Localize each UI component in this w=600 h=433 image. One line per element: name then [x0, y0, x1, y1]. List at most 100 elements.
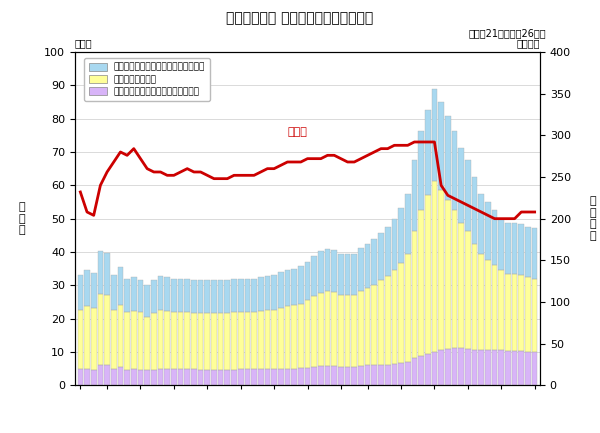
Bar	[512, 274, 517, 351]
Bar	[258, 311, 263, 369]
Bar	[224, 280, 230, 313]
Bar	[452, 348, 457, 385]
Bar	[198, 280, 203, 313]
Bar	[378, 365, 384, 385]
Bar	[492, 210, 497, 265]
Bar	[331, 292, 337, 366]
Bar	[485, 259, 491, 350]
Bar	[418, 210, 424, 356]
Bar	[145, 317, 150, 370]
Bar	[231, 369, 237, 385]
Bar	[91, 370, 97, 385]
Bar	[412, 358, 417, 385]
Bar	[485, 350, 491, 385]
Bar	[358, 248, 364, 291]
Bar	[405, 194, 410, 254]
Text: （昭和21年～平成26年）: （昭和21年～平成26年）	[469, 28, 546, 38]
Bar	[265, 310, 270, 369]
Bar	[178, 312, 184, 369]
Bar	[385, 365, 391, 385]
Bar	[472, 177, 478, 244]
Bar	[378, 280, 384, 365]
Bar	[158, 276, 163, 310]
Bar	[278, 308, 284, 369]
Bar	[505, 351, 511, 385]
Bar	[184, 279, 190, 312]
Bar	[298, 304, 304, 368]
Bar	[158, 310, 163, 369]
Bar	[352, 294, 357, 367]
Bar	[84, 270, 90, 306]
Bar	[298, 266, 304, 304]
Bar	[111, 310, 116, 369]
Bar	[84, 369, 90, 385]
Bar	[412, 160, 417, 231]
Bar	[124, 312, 130, 369]
Bar	[532, 228, 538, 279]
Bar	[371, 239, 377, 284]
Bar	[205, 313, 210, 369]
Bar	[111, 275, 116, 310]
Bar	[518, 351, 524, 385]
Bar	[438, 102, 444, 191]
Bar	[478, 350, 484, 385]
Bar	[345, 254, 350, 294]
Bar	[111, 369, 116, 385]
Bar	[211, 280, 217, 313]
Bar	[271, 275, 277, 310]
Bar	[405, 254, 410, 362]
Bar	[492, 210, 497, 265]
Bar	[352, 294, 357, 367]
Text: 検挙率: 検挙率	[287, 127, 307, 137]
Bar	[131, 369, 137, 385]
Bar	[231, 312, 237, 369]
Bar	[392, 219, 397, 270]
Bar	[512, 274, 517, 351]
Bar	[158, 369, 163, 385]
Bar	[305, 368, 310, 385]
Bar	[265, 369, 270, 385]
Bar	[438, 191, 444, 350]
Bar	[492, 350, 497, 385]
Bar	[118, 367, 123, 385]
Bar	[258, 369, 263, 385]
Bar	[365, 244, 370, 288]
Bar	[485, 350, 491, 385]
Bar	[371, 239, 377, 284]
Bar	[525, 352, 531, 385]
Bar	[145, 370, 150, 385]
Bar	[164, 277, 170, 311]
Bar	[331, 366, 337, 385]
Bar	[405, 362, 410, 385]
Bar	[431, 181, 437, 352]
Bar	[532, 279, 538, 352]
Bar	[118, 367, 123, 385]
Bar	[472, 349, 478, 385]
Bar	[472, 177, 478, 244]
Bar	[505, 274, 511, 351]
Bar	[84, 270, 90, 306]
Bar	[184, 312, 190, 369]
Bar	[198, 313, 203, 369]
Bar	[365, 365, 370, 385]
Bar	[84, 306, 90, 369]
Bar	[178, 279, 184, 312]
Bar	[318, 366, 324, 385]
Bar	[499, 270, 504, 350]
Bar	[251, 279, 257, 312]
Bar	[485, 202, 491, 259]
Bar	[211, 369, 217, 385]
Bar	[431, 181, 437, 352]
Bar	[205, 369, 210, 385]
Bar	[525, 227, 531, 277]
Bar	[325, 291, 331, 366]
Bar	[318, 366, 324, 385]
Bar	[392, 364, 397, 385]
Bar	[205, 313, 210, 369]
Bar	[452, 210, 457, 348]
Bar	[191, 369, 197, 385]
Bar	[104, 295, 110, 365]
Bar	[318, 251, 324, 293]
Bar	[265, 276, 270, 310]
Bar	[525, 227, 531, 277]
